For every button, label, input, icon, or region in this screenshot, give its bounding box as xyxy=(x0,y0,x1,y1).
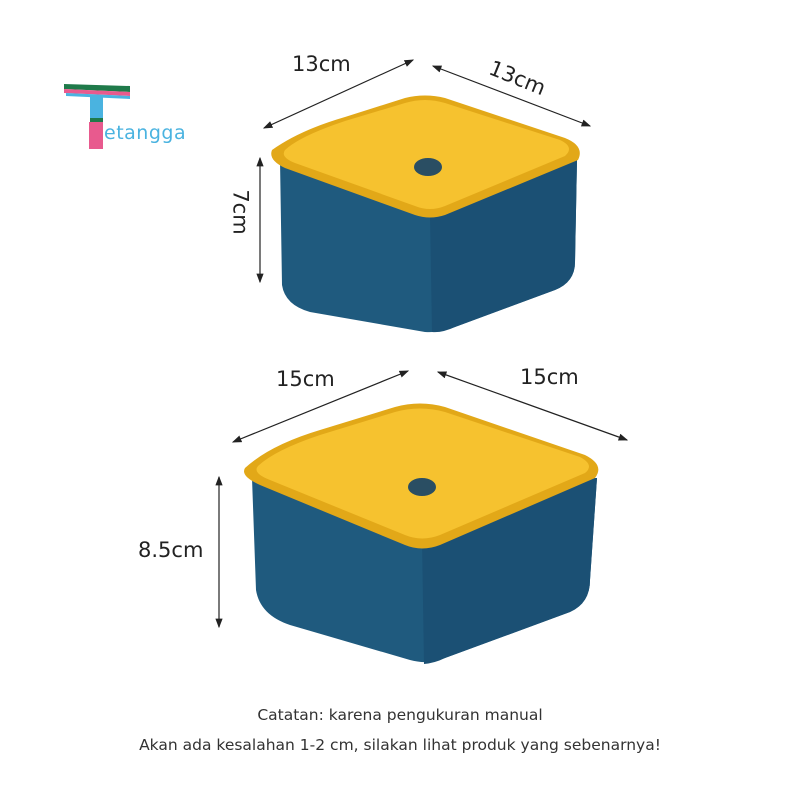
small-box-dimension-lines xyxy=(256,59,592,284)
logo-t-mark xyxy=(64,84,130,149)
small-box xyxy=(271,95,580,333)
large-depth-label: 15cm xyxy=(520,365,579,389)
large-box xyxy=(244,403,599,664)
note-line-2: Akan ada kesalahan 1-2 cm, silakan lihat… xyxy=(139,736,661,754)
large-width-label: 15cm xyxy=(276,367,335,391)
small-height-label: 7cm xyxy=(228,189,253,235)
large-height-label: 8.5cm xyxy=(138,538,204,562)
small-width-label: 13cm xyxy=(292,52,351,76)
note-line-1: Catatan: karena pengukuran manual xyxy=(257,706,543,724)
logo-text: etangga xyxy=(104,122,187,144)
large-box-dimension-lines xyxy=(215,370,629,629)
